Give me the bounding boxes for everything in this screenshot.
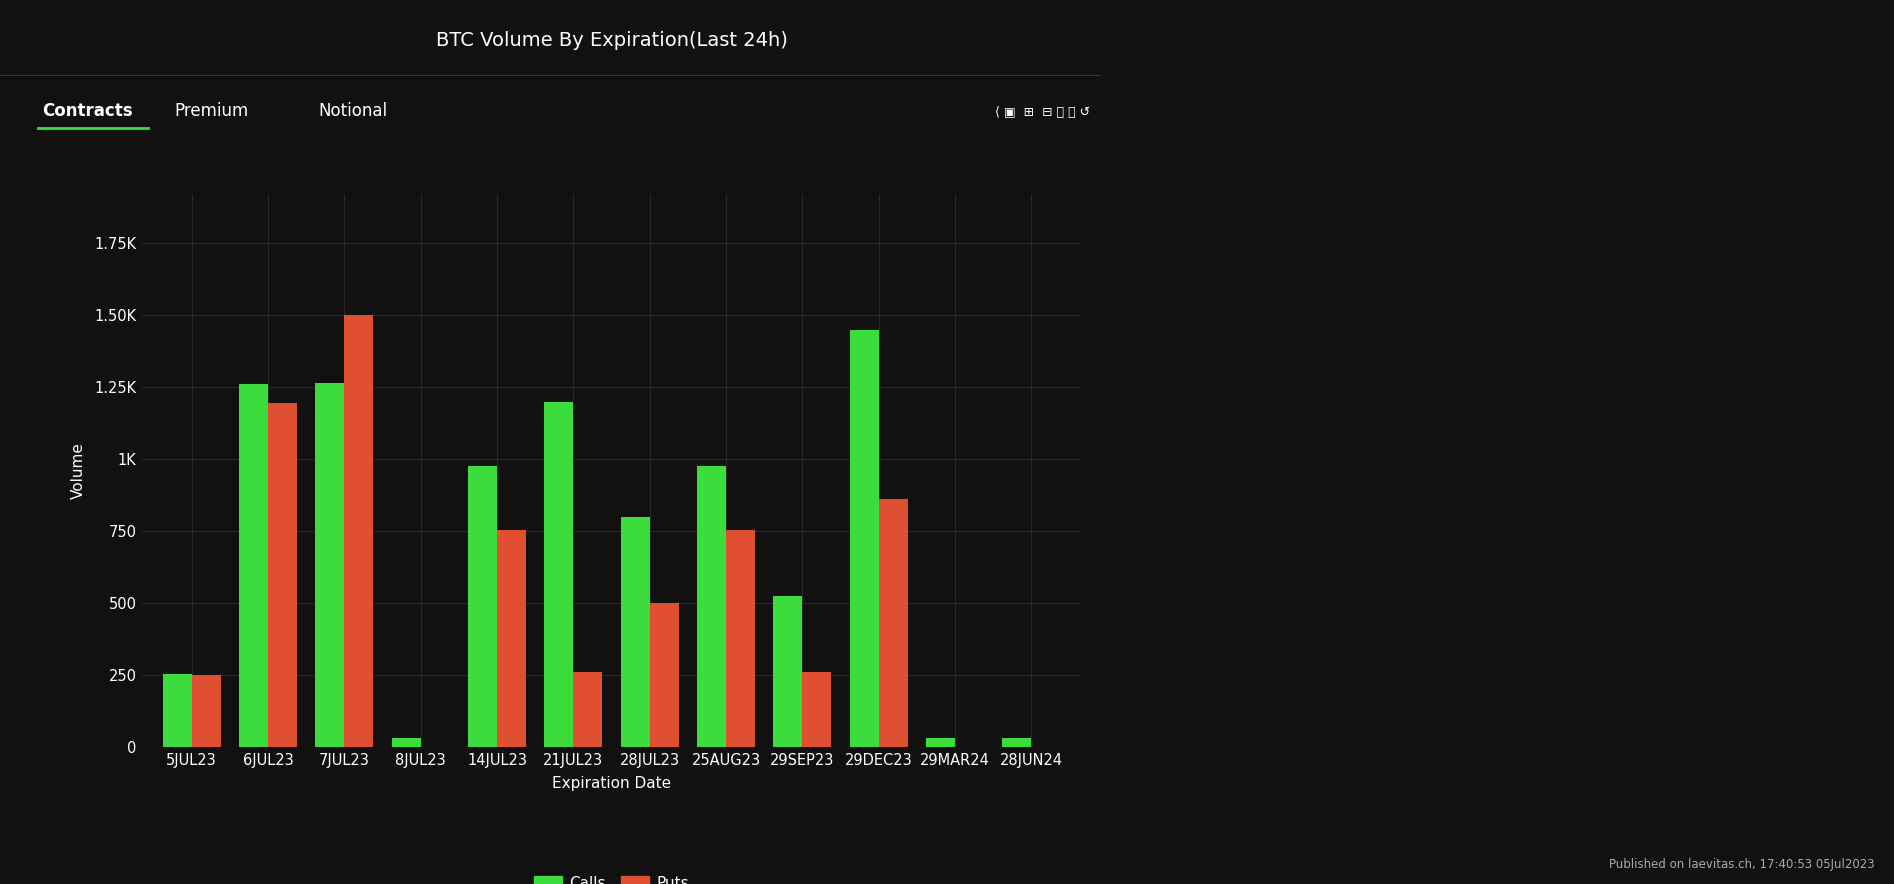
Bar <box>345 316 373 747</box>
Bar <box>392 738 420 747</box>
Bar <box>163 674 191 747</box>
Bar <box>1002 738 1032 747</box>
Legend: Calls, Puts: Calls, Puts <box>528 870 695 884</box>
X-axis label: Expiration Date: Expiration Date <box>551 776 670 791</box>
Bar <box>239 385 269 747</box>
Bar <box>697 467 725 747</box>
Bar <box>191 675 222 747</box>
Bar <box>544 401 574 747</box>
Bar <box>725 530 756 747</box>
Bar <box>803 672 831 747</box>
Bar <box>269 403 297 747</box>
Bar <box>879 499 907 747</box>
Text: ⟨ ▣  ⊞  ⊟ ⤢ ⦿ ↺: ⟨ ▣ ⊞ ⊟ ⤢ ⦿ ↺ <box>996 106 1091 118</box>
Bar <box>773 596 803 747</box>
Bar <box>850 330 879 747</box>
Bar <box>314 383 345 747</box>
Bar <box>574 672 602 747</box>
Text: Contracts: Contracts <box>42 102 133 119</box>
Text: BTC Volume By Expiration(Last 24h): BTC Volume By Expiration(Last 24h) <box>436 31 788 50</box>
Text: Premium: Premium <box>174 102 248 119</box>
Bar <box>468 467 496 747</box>
Bar <box>496 530 527 747</box>
Text: Published on laevitas.ch, 17:40:53 05Jul2023: Published on laevitas.ch, 17:40:53 05Jul… <box>1610 857 1875 871</box>
Text: Notional: Notional <box>318 102 386 119</box>
Bar <box>650 603 678 747</box>
Bar <box>926 738 955 747</box>
Y-axis label: Volume: Volume <box>72 442 85 499</box>
Bar <box>621 517 650 747</box>
